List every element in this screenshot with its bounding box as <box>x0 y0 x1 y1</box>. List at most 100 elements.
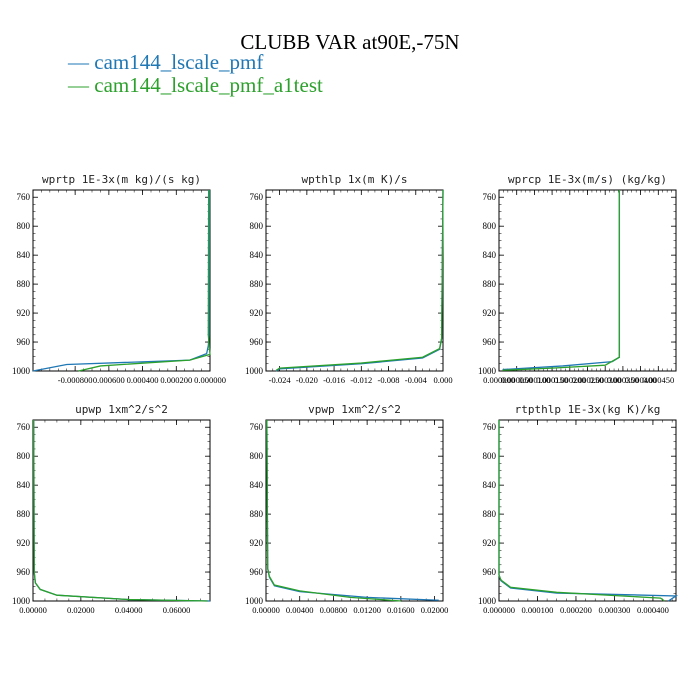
x-tick-label: 0.000050 <box>501 375 533 385</box>
x-tick-label: -0.008 <box>378 375 400 385</box>
y-tick-label: 800 <box>250 221 264 231</box>
x-tick-label: 0.00800 <box>320 605 348 615</box>
y-tick-label: 880 <box>483 279 497 289</box>
y-tick-label: 1000 <box>12 596 31 606</box>
panel-title: rtpthlp 1E-3x(kg K)/kg <box>515 403 661 416</box>
x-tick-label: 0.04000 <box>115 605 143 615</box>
series-line-pmf <box>33 419 211 602</box>
series-line-pmf <box>266 419 439 601</box>
y-tick-label: 760 <box>17 422 31 432</box>
x-tick-label: 0.000100 <box>518 375 550 385</box>
chart-panel-2: wprcp 1E-3x(m/s) (kg/kg) 760 800 840 880 920 9… <box>478 173 677 385</box>
plot-frame <box>265 189 444 372</box>
plot-frame <box>32 189 211 372</box>
chart-panel-5: rtpthlp 1E-3x(kg K)/kg 760 800 840 880 920 960… <box>478 403 679 615</box>
x-tick-label: 0.000400 <box>637 605 669 615</box>
y-tick-label: 920 <box>483 538 497 548</box>
x-tick-label: 0.01600 <box>387 605 415 615</box>
panel-title: vpwp 1xm^2/s^2 <box>308 403 401 416</box>
y-tick-label: 800 <box>17 221 31 231</box>
y-tick-label: 920 <box>250 308 264 318</box>
x-tick-label: 0.000350 <box>607 375 639 385</box>
y-tick-label: 760 <box>250 192 264 202</box>
x-tick-label: -0.004 <box>405 375 428 385</box>
y-tick-label: 880 <box>483 509 497 519</box>
x-tick-label: 0.00000 <box>19 605 47 615</box>
panel-title: wprcp 1E-3x(m/s) (kg/kg) <box>508 173 667 186</box>
y-tick-label: 880 <box>17 279 31 289</box>
panel-title: wpthlp 1x(m K)/s <box>302 173 408 186</box>
x-tick-label: 0.000000 <box>483 375 515 385</box>
x-tick-label: 0.01200 <box>353 605 381 615</box>
plot-frame <box>265 419 444 602</box>
chart-panel-1: wpthlp 1x(m K)/s 760 800 840 880 920 960 1000 -0… <box>245 173 453 385</box>
series-line-pmf <box>275 189 444 372</box>
y-tick-label: 840 <box>17 480 31 490</box>
x-tick-label: 0.06000 <box>163 605 191 615</box>
x-tick-label: 0.000000 <box>483 605 515 615</box>
y-tick-label: 800 <box>483 221 497 231</box>
x-tick-label: 0.000250 <box>572 375 604 385</box>
y-tick-label: 760 <box>250 422 264 432</box>
y-tick-label: 1000 <box>245 596 264 606</box>
x-tick-label: 0.00000 <box>252 605 280 615</box>
x-tick-label: -0.000800 <box>58 375 93 385</box>
x-tick-label: 0.000450 <box>642 375 674 385</box>
y-tick-label: 960 <box>483 567 497 577</box>
y-tick-label: 1000 <box>478 366 497 376</box>
chart-panel-4: vpwp 1xm^2/s^276080084088092096010000.00… <box>245 403 448 615</box>
y-tick-label: 920 <box>17 538 31 548</box>
plot-frame <box>32 419 211 602</box>
series-line-a1test <box>275 189 444 371</box>
x-tick-label: -0.016 <box>323 375 345 385</box>
x-tick-label: 0.000 <box>433 375 452 385</box>
x-tick-label: 0.000300 <box>589 375 621 385</box>
y-tick-label: 840 <box>250 480 264 490</box>
y-tick-label: 920 <box>483 308 497 318</box>
x-tick-label: 0.000200 <box>160 375 192 385</box>
series-line-a1test <box>498 420 665 602</box>
y-tick-label: 880 <box>17 509 31 519</box>
x-tick-label: 0.000200 <box>554 375 586 385</box>
x-tick-label: 0.02000 <box>421 605 449 615</box>
x-tick-label: 0.000200 <box>560 605 592 615</box>
x-tick-label: 0.000150 <box>536 375 568 385</box>
x-tick-label: 0.000000 <box>194 375 226 385</box>
x-tick-label: 0.000400 <box>127 375 159 385</box>
plot-frame <box>498 189 677 372</box>
y-tick-label: 880 <box>250 279 264 289</box>
y-tick-label: 1000 <box>478 596 497 606</box>
y-tick-label: 800 <box>17 451 31 461</box>
y-tick-label: 1000 <box>245 366 264 376</box>
y-tick-label: 840 <box>483 250 497 260</box>
y-tick-label: 840 <box>250 250 264 260</box>
y-tick-label: 760 <box>483 422 497 432</box>
series-line-a1test <box>502 190 621 371</box>
x-tick-label: 0.000600 <box>93 375 125 385</box>
y-tick-label: 960 <box>250 567 264 577</box>
series-line-pmf <box>502 190 621 371</box>
chart-title: CLUBB VAR at90E,-75N <box>240 30 460 54</box>
chart-panel-3: upwp 1xm^2/s^2 760 800 840 880 920 960 10000.00… <box>12 403 211 615</box>
x-tick-label: -0.020 <box>296 375 318 385</box>
plot-frame <box>498 419 677 602</box>
legend-entry-pmf: — cam144_lscale_pmf <box>68 50 264 74</box>
chart-panel-0: wprtp 1E-3x(m kg)/(s kg) 760 800 840 880 920 9… <box>12 173 226 385</box>
y-tick-label: 960 <box>17 567 31 577</box>
x-tick-label: 0.000400 <box>625 375 657 385</box>
x-tick-label: 0.00400 <box>286 605 314 615</box>
y-tick-label: 760 <box>17 192 31 202</box>
y-tick-label: 920 <box>17 308 31 318</box>
panel-title: wprtp 1E-3x(m kg)/(s kg) <box>42 173 201 186</box>
x-tick-label: -0.024 <box>269 375 292 385</box>
y-tick-label: 840 <box>483 480 497 490</box>
y-tick-label: 960 <box>483 337 497 347</box>
x-tick-label: 0.02000 <box>67 605 95 615</box>
x-tick-label: 0.000300 <box>598 605 630 615</box>
x-tick-label: 0.000100 <box>522 605 554 615</box>
y-tick-label: 880 <box>250 509 264 519</box>
panel-title: upwp 1xm^2/s^2 <box>75 403 168 416</box>
y-tick-label: 960 <box>17 337 31 347</box>
y-tick-label: 960 <box>250 337 264 347</box>
